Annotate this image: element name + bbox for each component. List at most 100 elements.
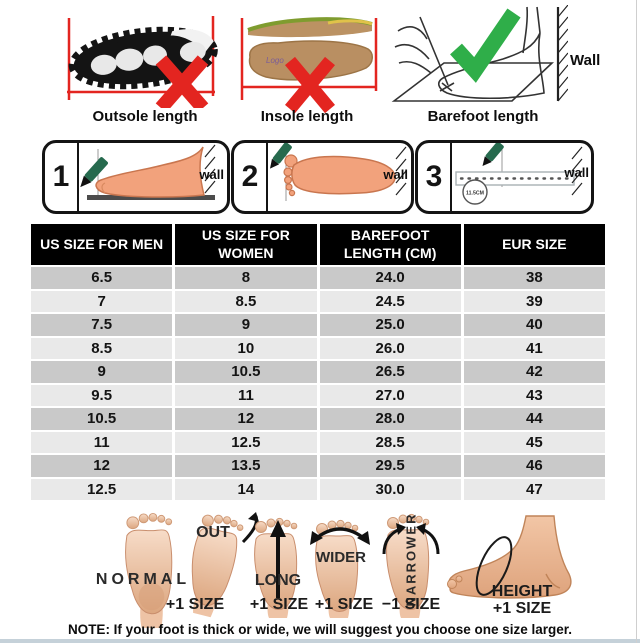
height-loop-icon bbox=[475, 536, 513, 596]
table-cell: 28.0 bbox=[319, 408, 461, 430]
fit-label-narrower: NARROWER bbox=[403, 512, 419, 607]
table-row: 10.5 12 28.0 44 bbox=[31, 408, 605, 430]
header-us-women: US SIZE FOR WOMEN bbox=[175, 224, 317, 265]
fit-label-long: LONG bbox=[254, 572, 302, 589]
size-table-body: 6.5 8 24.0 38 7 8.5 24.5 39 7.5 9 25.0 40 8.5 10 26.0 4… bbox=[31, 267, 605, 500]
method-caption-barefoot: Barefoot length bbox=[427, 108, 539, 125]
table-cell: 7 bbox=[31, 290, 173, 312]
wall-hatch bbox=[395, 146, 407, 196]
table-cell: 45 bbox=[463, 431, 605, 453]
fit-label-normal: NORMAL bbox=[95, 571, 191, 588]
table-row: 6.5 8 24.0 38 bbox=[31, 267, 605, 289]
marker-icon bbox=[482, 143, 504, 166]
step-3-illustration: 11.5CM bbox=[455, 143, 583, 205]
step-number: 2 bbox=[234, 143, 268, 211]
table-cell: 26.0 bbox=[319, 337, 461, 359]
table-cell: 28.5 bbox=[319, 431, 461, 453]
wall-label: wall bbox=[199, 167, 224, 182]
foot-out-illustration bbox=[191, 512, 259, 618]
marker-icon bbox=[270, 143, 292, 169]
step-number: 3 bbox=[418, 143, 452, 211]
wall-hatch bbox=[571, 146, 583, 196]
table-cell: 9 bbox=[175, 314, 317, 336]
wrong-x-icon bbox=[285, 56, 335, 113]
table-cell: 11 bbox=[31, 431, 173, 453]
table-cell: 47 bbox=[463, 478, 605, 500]
measure-circle bbox=[462, 179, 488, 205]
size-table-header: US SIZE FOR MEN US SIZE FOR WOMEN BAREFO… bbox=[31, 224, 605, 265]
step-2-canvas: wall bbox=[268, 143, 411, 211]
table-row: 12 13.5 29.5 46 bbox=[31, 455, 605, 477]
table-cell: 39 bbox=[463, 290, 605, 312]
table-row: 8.5 10 26.0 41 bbox=[31, 337, 605, 359]
table-cell: 44 bbox=[463, 408, 605, 430]
table-cell: 41 bbox=[463, 337, 605, 359]
method-caption-outsole: Outsole length bbox=[92, 108, 198, 125]
wall-hatch bbox=[204, 144, 216, 194]
table-cell: 6.5 bbox=[31, 267, 173, 289]
table-cell: 12.5 bbox=[175, 431, 317, 453]
step-panel-1: 1 wall bbox=[42, 140, 230, 214]
table-cell: 10.5 bbox=[175, 361, 317, 383]
table-cell: 14 bbox=[175, 478, 317, 500]
measure-circle-label: 11.5CM bbox=[466, 191, 484, 197]
table-cell: 12 bbox=[31, 455, 173, 477]
wall-label: wall bbox=[383, 167, 408, 182]
step-3-canvas: 11.5CM wall bbox=[452, 143, 591, 211]
step-1-canvas: wall bbox=[79, 143, 227, 211]
foot-wider-illustration bbox=[310, 519, 370, 618]
fit-size-long: +1 SIZE bbox=[249, 596, 309, 613]
step-number: 1 bbox=[45, 143, 79, 211]
table-cell: 42 bbox=[463, 361, 605, 383]
wall-hatch bbox=[557, 5, 568, 102]
svg-text:Logo: Logo bbox=[266, 56, 284, 65]
table-cell: 24.0 bbox=[319, 267, 461, 289]
step-2-illustration bbox=[270, 143, 407, 201]
table-cell: 8 bbox=[175, 267, 317, 289]
table-cell: 11 bbox=[175, 384, 317, 406]
foot-long-illustration bbox=[254, 517, 298, 618]
table-cell: 25.0 bbox=[319, 314, 461, 336]
table-cell: 40 bbox=[463, 314, 605, 336]
table-cell: 7.5 bbox=[31, 314, 173, 336]
table-cell: 8.5 bbox=[31, 337, 173, 359]
table-cell: 10 bbox=[175, 337, 317, 359]
size-table: US SIZE FOR MEN US SIZE FOR WOMEN BAREFO… bbox=[28, 222, 608, 502]
barefoot-right-illustration bbox=[391, 5, 568, 102]
header-us-men: US SIZE FOR MEN bbox=[31, 224, 173, 265]
fit-size-wider: +1 SIZE bbox=[314, 596, 374, 613]
foot-height-illustration bbox=[447, 515, 572, 599]
table-row: 9.5 11 27.0 43 bbox=[31, 384, 605, 406]
table-row: 11 12.5 28.5 45 bbox=[31, 431, 605, 453]
fit-size-narrower: −1 SIZE bbox=[381, 596, 441, 613]
table-row: 7 8.5 24.5 39 bbox=[31, 290, 605, 312]
wrong-x-icon bbox=[155, 55, 209, 108]
insole-wrong-illustration: Logo bbox=[240, 17, 378, 113]
table-cell: 13.5 bbox=[175, 455, 317, 477]
outsole-wrong-illustration bbox=[67, 16, 218, 108]
table-cell: 8.5 bbox=[175, 290, 317, 312]
table-cell: 43 bbox=[463, 384, 605, 406]
header-barefoot-length: BAREFOOT LENGTH (CM) bbox=[319, 224, 461, 265]
fit-label-wider: WIDER bbox=[316, 549, 366, 566]
table-cell: 26.5 bbox=[319, 361, 461, 383]
step-panel-2: 2 wall bbox=[231, 140, 414, 214]
foot-narrower-illustration bbox=[382, 513, 440, 618]
table-cell: 10.5 bbox=[31, 408, 173, 430]
table-row: 12.5 14 30.0 47 bbox=[31, 478, 605, 500]
step-panel-3: 3 11.5CM wall bbox=[415, 140, 594, 214]
method-caption-insole: Insole length bbox=[260, 108, 354, 125]
table-cell: 24.5 bbox=[319, 290, 461, 312]
fit-size-out: +1 SIZE bbox=[165, 596, 225, 613]
table-cell: 30.0 bbox=[319, 478, 461, 500]
table-cell: 12 bbox=[175, 408, 317, 430]
check-icon bbox=[450, 8, 521, 83]
foot-normal-illustration bbox=[125, 512, 173, 628]
table-cell: 9.5 bbox=[31, 384, 173, 406]
fit-label-out: OUT bbox=[196, 524, 230, 541]
header-eur-size: EUR SIZE bbox=[463, 224, 605, 265]
fit-size-height: +1 SIZE bbox=[492, 599, 552, 617]
wall-label: wall bbox=[564, 165, 589, 180]
table-cell: 29.5 bbox=[319, 455, 461, 477]
